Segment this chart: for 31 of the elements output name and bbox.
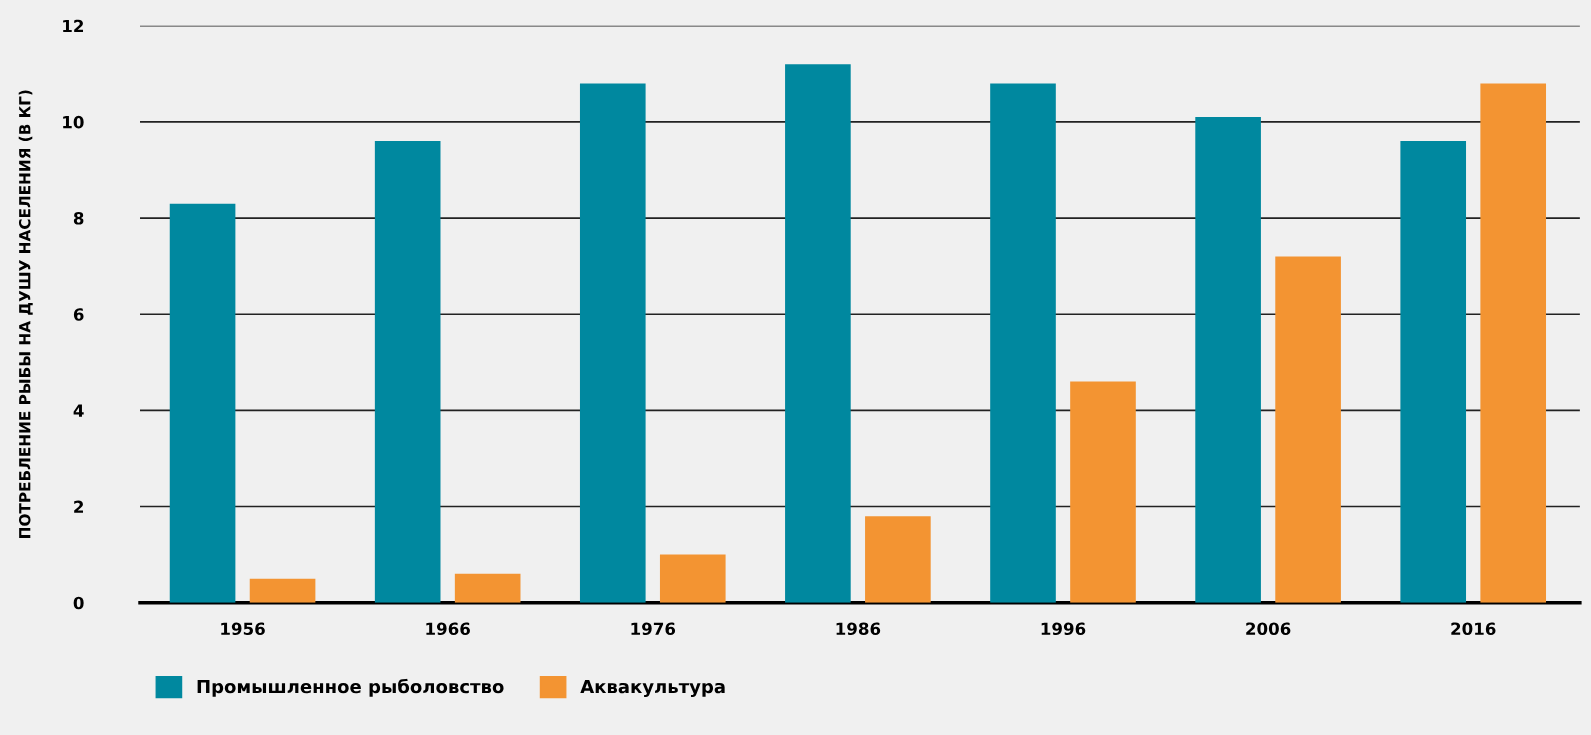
y-tick-label: 6 [73,308,84,321]
y-tick-label: 12 [63,19,83,33]
x-tick-label: 1956 [221,622,265,636]
y-tick-label: 10 [63,115,84,129]
y-tick-label: 2 [74,500,83,513]
bar [374,141,441,603]
bar [1480,83,1547,603]
bar [659,554,726,603]
y-tick-label: 8 [73,212,84,225]
x-tick-label: 2016 [1451,622,1496,636]
bar [579,83,646,603]
y-tick-label: 0 [73,596,84,610]
bar [1400,141,1467,603]
bar [785,64,851,603]
bar [865,516,931,603]
x-tick-label: 1996 [1041,622,1086,636]
x-tick-label: 1986 [836,622,881,636]
bar [1275,256,1341,603]
y-tick-label: 4 [73,404,84,417]
x-tick-label: 2006 [1246,622,1291,636]
y-axis-title: ПОТРЕБЛЕНИЕ РЫБЫ НА ДУШУ НАСЕЛЕНИЯ (В КГ) [18,90,33,538]
bar [990,83,1056,603]
bar [169,203,236,603]
bar [1195,117,1261,603]
legend-label: Аквакультура [580,679,725,697]
bar [1070,381,1136,603]
legend-label: Промышленное рыболовство [197,678,504,697]
bar [249,578,316,603]
x-tick-label: 1976 [631,622,676,636]
bar [454,573,521,603]
x-tick-label: 1966 [426,622,470,636]
